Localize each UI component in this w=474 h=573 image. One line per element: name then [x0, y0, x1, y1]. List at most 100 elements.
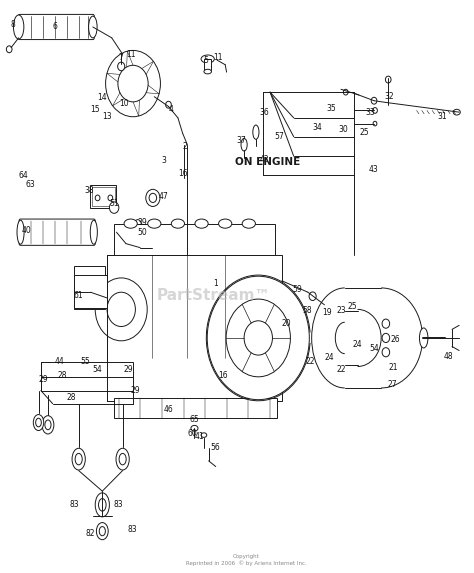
Ellipse shape — [99, 499, 106, 511]
Text: 44: 44 — [55, 358, 64, 367]
Text: 28: 28 — [57, 371, 67, 379]
FancyBboxPatch shape — [19, 219, 95, 245]
Text: 35: 35 — [327, 104, 337, 113]
Text: 24: 24 — [353, 340, 362, 350]
Text: 54: 54 — [93, 365, 102, 374]
Text: 39: 39 — [137, 218, 147, 227]
Text: 25: 25 — [348, 302, 357, 311]
Circle shape — [118, 65, 148, 102]
Text: 13: 13 — [102, 112, 112, 121]
Circle shape — [226, 299, 291, 377]
Circle shape — [385, 76, 391, 83]
Circle shape — [146, 189, 160, 206]
Text: PartStream™: PartStream™ — [156, 288, 270, 303]
Text: 36: 36 — [260, 108, 269, 117]
Ellipse shape — [253, 125, 259, 139]
Ellipse shape — [419, 328, 428, 348]
Bar — [92, 187, 115, 206]
Text: 19: 19 — [322, 308, 332, 317]
Ellipse shape — [72, 448, 85, 470]
Circle shape — [371, 97, 377, 104]
Ellipse shape — [118, 62, 125, 70]
Text: 2: 2 — [182, 142, 187, 151]
Circle shape — [382, 319, 390, 328]
Text: 4: 4 — [168, 105, 173, 114]
Text: 29: 29 — [130, 386, 140, 395]
Text: 16: 16 — [178, 169, 187, 178]
Ellipse shape — [191, 425, 198, 431]
Text: 83: 83 — [69, 500, 79, 509]
Ellipse shape — [201, 433, 207, 437]
Text: 57: 57 — [274, 132, 284, 141]
Circle shape — [382, 333, 390, 343]
Bar — [204, 59, 211, 70]
Text: ON ENGINE: ON ENGINE — [235, 157, 301, 167]
Ellipse shape — [171, 219, 184, 228]
Circle shape — [95, 195, 100, 201]
Text: 41: 41 — [194, 432, 204, 441]
Ellipse shape — [219, 219, 232, 228]
Text: 63: 63 — [25, 180, 35, 189]
Ellipse shape — [17, 220, 24, 244]
Ellipse shape — [90, 220, 97, 244]
Ellipse shape — [6, 46, 12, 53]
Text: 16: 16 — [218, 371, 228, 379]
Text: 38: 38 — [85, 186, 94, 195]
Text: 48: 48 — [444, 352, 454, 361]
Text: 27: 27 — [387, 380, 397, 389]
Text: 46: 46 — [164, 405, 173, 414]
Text: 7: 7 — [119, 53, 124, 62]
Text: 25: 25 — [360, 128, 369, 137]
Text: 59: 59 — [292, 285, 302, 294]
Text: 50: 50 — [137, 227, 147, 237]
Ellipse shape — [89, 16, 97, 38]
Circle shape — [107, 292, 136, 327]
Text: 28: 28 — [67, 394, 76, 402]
Text: 40: 40 — [22, 226, 32, 235]
Text: 83: 83 — [113, 500, 123, 509]
Text: 15: 15 — [91, 105, 100, 114]
Ellipse shape — [99, 527, 105, 536]
Ellipse shape — [95, 493, 109, 517]
Text: 31: 31 — [438, 112, 447, 121]
Ellipse shape — [42, 415, 54, 434]
Ellipse shape — [195, 219, 208, 228]
Circle shape — [108, 195, 113, 201]
Text: 22: 22 — [336, 365, 346, 374]
Text: 32: 32 — [384, 92, 394, 101]
Circle shape — [95, 278, 147, 341]
Ellipse shape — [119, 453, 126, 465]
Bar — [114, 398, 277, 418]
Text: 54: 54 — [369, 344, 379, 353]
Text: 11: 11 — [213, 53, 223, 62]
Bar — [74, 275, 107, 308]
Text: 29: 29 — [124, 365, 133, 374]
Text: 29: 29 — [38, 375, 48, 383]
Text: 61: 61 — [74, 291, 83, 300]
Text: 33: 33 — [365, 108, 375, 117]
Bar — [74, 266, 105, 309]
Bar — [91, 185, 117, 207]
Text: 6: 6 — [53, 22, 57, 31]
Ellipse shape — [148, 219, 161, 228]
Text: Copyright
Reprinted in 2006  © by Ariens Internet Inc.: Copyright Reprinted in 2006 © by Ariens … — [186, 554, 307, 566]
Text: 43: 43 — [368, 165, 378, 174]
Text: 55: 55 — [80, 358, 90, 367]
Bar — [114, 223, 275, 255]
Text: 64: 64 — [18, 171, 28, 179]
Ellipse shape — [45, 420, 51, 430]
Text: 20: 20 — [282, 319, 292, 328]
Ellipse shape — [33, 414, 44, 430]
Text: 30: 30 — [338, 125, 348, 134]
Circle shape — [106, 50, 160, 117]
Ellipse shape — [116, 448, 129, 470]
Ellipse shape — [242, 219, 255, 228]
Circle shape — [207, 276, 310, 400]
Ellipse shape — [165, 101, 171, 108]
Text: 24: 24 — [324, 354, 334, 363]
Ellipse shape — [373, 121, 377, 126]
Ellipse shape — [309, 292, 316, 300]
Bar — [41, 362, 133, 391]
Circle shape — [244, 321, 273, 355]
Text: 26: 26 — [391, 335, 400, 344]
